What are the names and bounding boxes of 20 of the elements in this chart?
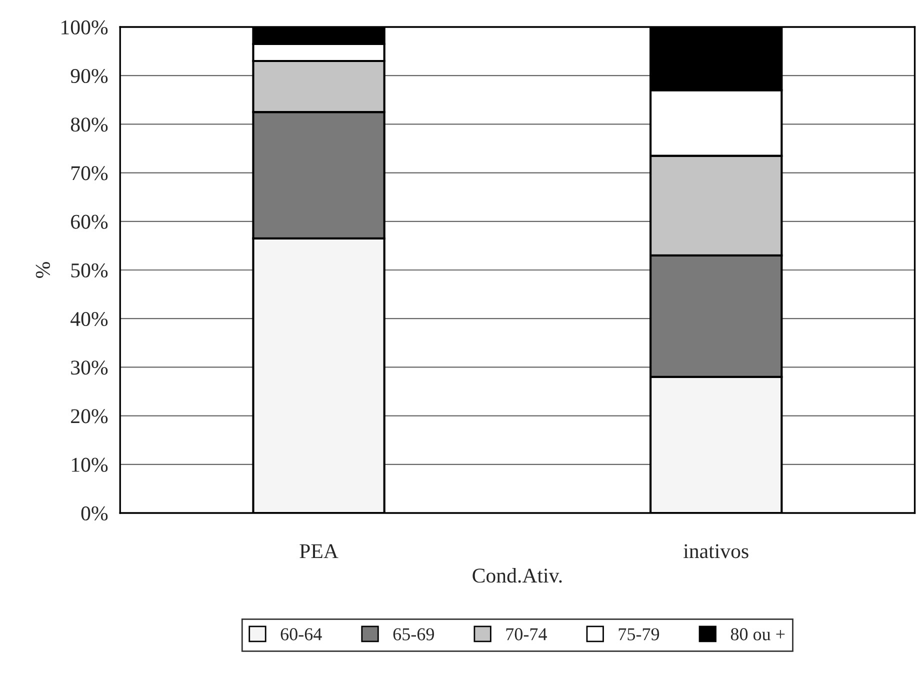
y-axis-title: % (36, 262, 50, 278)
y-tick-label: 60% (71, 214, 108, 229)
y-tick-label: 80% (70, 118, 108, 132)
legend-label: 80 ou + (730, 628, 785, 640)
y-tick-label: 40% (70, 312, 108, 326)
y-tick-label: 50% (71, 263, 108, 278)
y-tick-label: 10% (72, 458, 108, 472)
x-tick-label: PEA (300, 544, 338, 558)
y-tick-label: 0% (81, 506, 108, 520)
legend-label: 75-79 (618, 628, 660, 640)
y-tick-label: 30% (71, 360, 108, 375)
legend-label: 60-64 (280, 628, 322, 640)
legend-label: 65-69 (393, 628, 434, 640)
y-tick-label: 70% (72, 166, 108, 180)
legend-label: 70-74 (506, 628, 547, 640)
x-axis-title: Cond.Ativ. (472, 568, 562, 583)
x-tick-label: inativos (684, 544, 748, 558)
y-tick-label: 90% (70, 68, 108, 84)
y-tick-label: 100% (62, 20, 108, 34)
y-tick-label: 20% (71, 409, 108, 424)
